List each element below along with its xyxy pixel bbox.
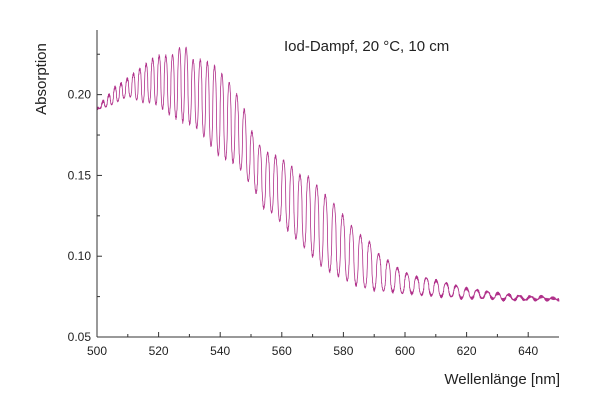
x-tick-label: 500	[87, 344, 107, 358]
axes	[96, 30, 559, 338]
x-tick-label: 640	[518, 344, 538, 358]
tick-labels: 500 520 540 560 580 600 620 640 0.05 0.10 0.15 0.20	[68, 88, 539, 358]
x-axis-title: Wellenlänge [nm]	[444, 371, 560, 388]
y-tick-label: 0.05	[68, 330, 92, 344]
x-tick-label: 580	[333, 344, 353, 358]
x-tick-label: 600	[395, 344, 415, 358]
y-tick-label: 0.15	[68, 168, 92, 182]
y-axis-title: Absorption	[33, 43, 50, 115]
x-tick-label: 540	[210, 344, 230, 358]
tick-marks	[96, 53, 529, 338]
plot-area	[96, 46, 560, 302]
series-line-0	[96, 46, 560, 302]
y-tick-label: 0.20	[68, 88, 92, 102]
y-tick-label: 0.10	[68, 249, 92, 263]
x-tick-label: 560	[272, 344, 292, 358]
x-tick-label: 620	[457, 344, 477, 358]
x-tick-label: 520	[149, 344, 169, 358]
chart-annotation: Iod-Dampf, 20 °C, 10 cm	[284, 38, 449, 55]
